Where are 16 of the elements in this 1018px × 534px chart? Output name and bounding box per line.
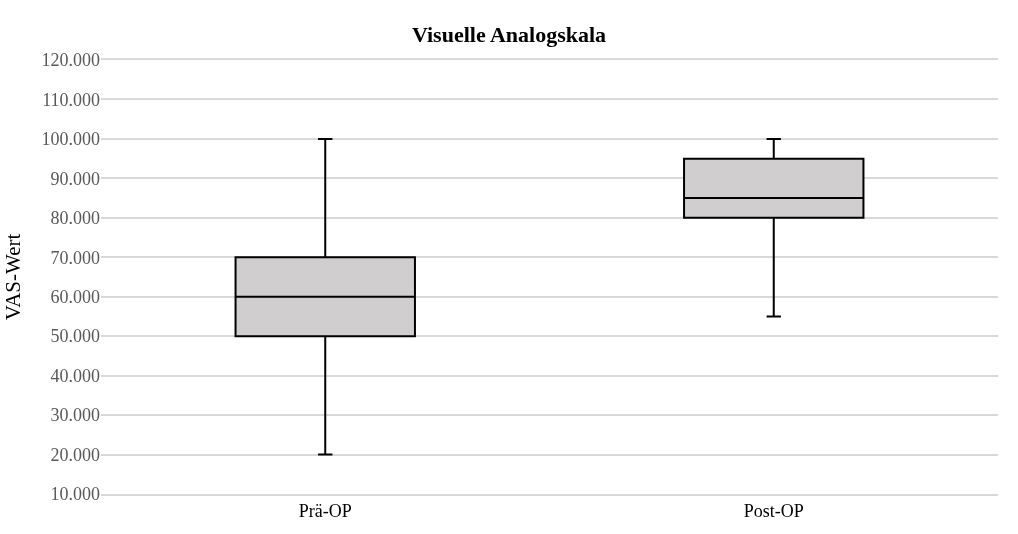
y-tick-label: 50.000 xyxy=(50,326,100,347)
chart-title: Visuelle Analogskala xyxy=(411,22,607,48)
y-tick-label: 40.000 xyxy=(50,365,100,386)
y-tick-label: 30.000 xyxy=(50,405,100,426)
x-tick-label: Prä-OP xyxy=(298,501,352,522)
y-tick-label: 80.000 xyxy=(50,208,100,229)
x-tick-label: Post-OP xyxy=(743,501,804,522)
y-tick-label: 10.000 xyxy=(50,484,100,505)
y-tick-label: 100.000 xyxy=(41,129,100,150)
y-axis-title: VAS-Wert xyxy=(0,233,25,321)
y-tick-label: 110.000 xyxy=(42,89,100,110)
y-tick-label: 60.000 xyxy=(50,287,100,308)
y-tick-label: 70.000 xyxy=(50,247,100,268)
y-tick-label: 90.000 xyxy=(50,168,100,189)
y-tick-label: 20.000 xyxy=(50,444,100,465)
y-tick-label: 120.000 xyxy=(41,50,100,71)
